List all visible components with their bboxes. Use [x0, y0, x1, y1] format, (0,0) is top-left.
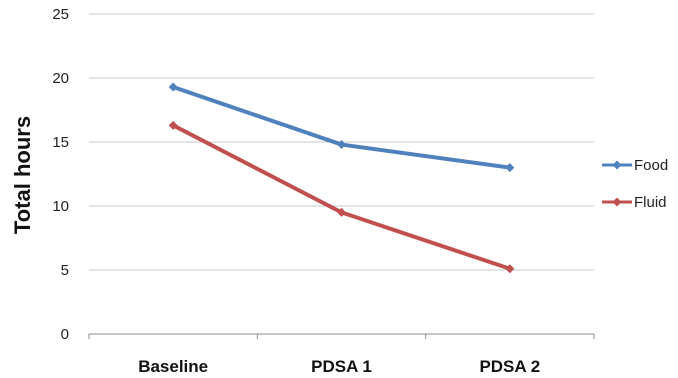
- data-point-marker: [612, 160, 622, 170]
- legend-label: Fluid: [634, 194, 667, 211]
- y-tick-label: 20: [52, 70, 69, 87]
- legend-label: Food: [634, 157, 668, 174]
- data-point-marker: [168, 120, 178, 130]
- x-axis: Baseline PDSA 1 PDSA 2: [88, 334, 595, 376]
- series-line-food: [171, 84, 512, 170]
- legend: Food Fluid: [602, 157, 668, 211]
- y-axis-ticks: 0 5 10 15 20 25: [52, 6, 69, 343]
- data-point-marker: [168, 82, 178, 92]
- data-point-marker: [337, 207, 346, 217]
- y-tick-label: 25: [52, 6, 69, 23]
- data-point-marker: [337, 140, 346, 150]
- data-point-marker: [505, 163, 515, 173]
- x-category-label: Baseline: [138, 357, 208, 376]
- y-tick-label: 15: [52, 134, 69, 151]
- x-category-label: PDSA 2: [479, 357, 540, 376]
- gridlines: [89, 13, 594, 335]
- x-category-label: PDSA 1: [311, 357, 372, 376]
- data-point-marker: [505, 264, 515, 274]
- y-tick-label: 5: [61, 262, 69, 279]
- y-axis-label: Total hours: [10, 116, 35, 234]
- y-tick-label: 10: [52, 198, 69, 215]
- series-layer: [168, 82, 515, 274]
- data-point-marker: [612, 197, 622, 207]
- y-tick-label: 0: [61, 326, 69, 343]
